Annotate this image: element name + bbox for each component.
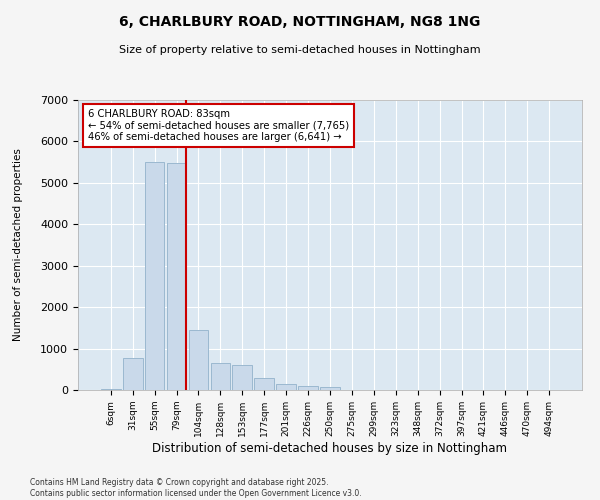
X-axis label: Distribution of semi-detached houses by size in Nottingham: Distribution of semi-detached houses by … (152, 442, 508, 454)
Text: Number of semi-detached properties: Number of semi-detached properties (13, 148, 23, 342)
Bar (188, 330, 208, 390)
Bar (232, 364, 252, 390)
Bar (320, 387, 340, 390)
Bar (211, 364, 230, 390)
Bar (298, 386, 318, 390)
Bar (145, 162, 164, 390)
Text: 6 CHARLBURY ROAD: 83sqm
← 54% of semi-detached houses are smaller (7,765)
46% of: 6 CHARLBURY ROAD: 83sqm ← 54% of semi-de… (88, 108, 349, 142)
Text: Size of property relative to semi-detached houses in Nottingham: Size of property relative to semi-detach… (119, 45, 481, 55)
Bar (167, 163, 187, 390)
Text: 6, CHARLBURY ROAD, NOTTINGHAM, NG8 1NG: 6, CHARLBURY ROAD, NOTTINGHAM, NG8 1NG (119, 15, 481, 29)
Bar (276, 384, 296, 390)
Bar (254, 378, 274, 390)
Text: Contains HM Land Registry data © Crown copyright and database right 2025.
Contai: Contains HM Land Registry data © Crown c… (30, 478, 362, 498)
Bar (123, 358, 143, 390)
